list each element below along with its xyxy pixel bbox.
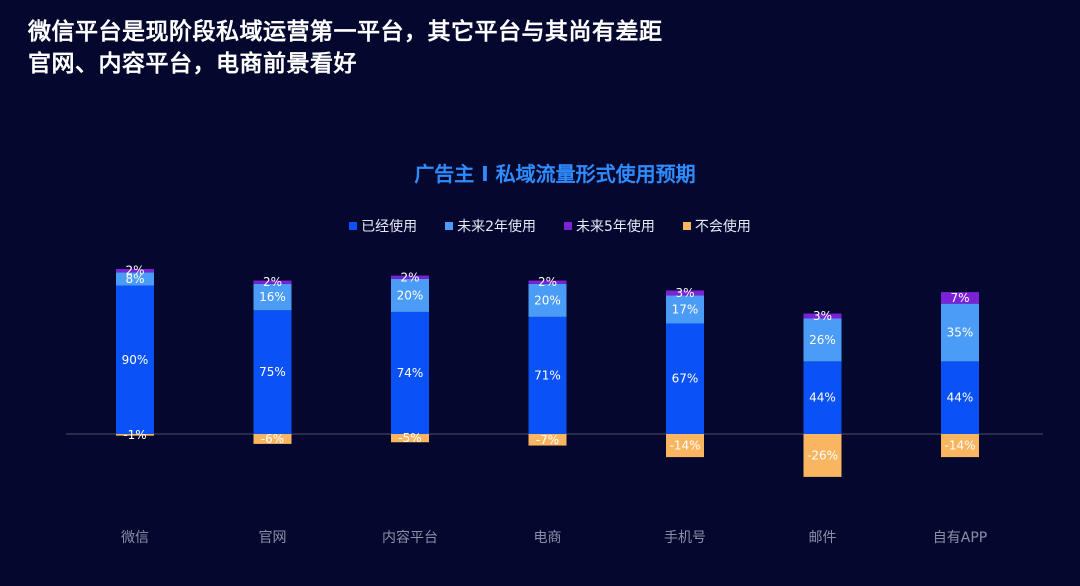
- bar-segment: [528, 434, 567, 446]
- data-label: 2%: [538, 275, 557, 289]
- legend-swatch: [445, 222, 454, 230]
- legend-item: 未来2年使用: [445, 216, 536, 236]
- data-label: 16%: [259, 290, 286, 304]
- data-label: 71%: [534, 368, 561, 382]
- data-label: 2%: [400, 270, 419, 284]
- legend-label: 未来2年使用: [457, 219, 536, 235]
- bar-segment: [116, 285, 154, 434]
- data-label: 90%: [122, 353, 149, 367]
- chart-legend: 已经使用 未来2年使用 未来5年使用 不会使用: [0, 216, 1080, 236]
- category-label: 内容平台: [382, 529, 438, 546]
- bar-segment: [666, 323, 704, 434]
- data-label: 3%: [813, 309, 832, 323]
- bar-segment: [941, 361, 979, 434]
- legend-item: 已经使用: [349, 216, 417, 236]
- category-label: 手机号: [664, 530, 706, 546]
- data-label: 3%: [675, 286, 694, 300]
- data-label: 20%: [534, 293, 561, 307]
- data-label: 2%: [125, 264, 144, 278]
- data-label: -14%: [669, 439, 700, 453]
- data-label: 20%: [397, 288, 424, 302]
- headline-line-1: 微信平台是现阶段私域运营第一平台，其它平台与其尚有差距: [28, 19, 663, 45]
- bar-segment: [528, 280, 567, 284]
- bar-segment: [253, 434, 292, 444]
- data-label: 44%: [809, 391, 836, 405]
- data-label: 74%: [397, 366, 424, 380]
- data-label: 8%: [125, 272, 144, 286]
- bar-segment: [391, 434, 429, 443]
- bar-segment: [116, 269, 154, 273]
- bar-segment: [803, 318, 842, 362]
- headline-line-2: 官网、内容平台，电商前景看好: [28, 51, 357, 77]
- bar-segment: [528, 283, 567, 317]
- bar-segment: [803, 361, 842, 434]
- data-label: 44%: [947, 391, 974, 405]
- bar-segment: [941, 303, 979, 362]
- legend-item: 未来5年使用: [564, 216, 655, 236]
- data-label: 7%: [950, 291, 969, 305]
- category-label: 邮件: [809, 530, 837, 546]
- bar-segment: [528, 316, 567, 434]
- bar-segment: [666, 434, 704, 458]
- data-label: -1%: [123, 428, 146, 442]
- bar-segment: [391, 278, 429, 312]
- bar-segment: [116, 434, 154, 436]
- data-label: 35%: [947, 326, 974, 340]
- data-label: -6%: [261, 432, 284, 446]
- data-label: -7%: [536, 433, 559, 447]
- bar-segment: [803, 434, 842, 477]
- data-label: -26%: [807, 448, 838, 462]
- bar-segment: [253, 283, 292, 311]
- category-label: 电商: [534, 530, 562, 546]
- category-label: 自有APP: [933, 530, 987, 546]
- bar-segment: [941, 434, 979, 458]
- data-label: 26%: [809, 333, 836, 347]
- category-label: 微信: [121, 530, 149, 546]
- data-label: -5%: [398, 431, 421, 445]
- legend-swatch: [349, 222, 358, 230]
- bar-segment: [253, 310, 292, 434]
- chart-title: 广告主 I 私域流量形式使用预期: [414, 162, 696, 186]
- category-label: 官网: [259, 530, 287, 546]
- data-label: -14%: [944, 439, 975, 453]
- legend-swatch: [682, 222, 691, 230]
- bar-segment: [253, 280, 292, 284]
- legend-label: 未来5年使用: [576, 219, 655, 235]
- legend-item: 不会使用: [682, 216, 751, 236]
- bar-segment: [666, 295, 704, 324]
- data-label: 67%: [672, 372, 699, 386]
- bar-segment: [803, 313, 842, 319]
- bar-segment: [941, 292, 979, 304]
- bar-segment: [391, 311, 429, 434]
- data-label: 75%: [259, 365, 286, 379]
- data-label: 2%: [263, 275, 282, 289]
- legend-label: 不会使用: [694, 219, 751, 235]
- bar-segment: [116, 272, 154, 286]
- legend-swatch: [564, 222, 572, 230]
- legend-label: 已经使用: [361, 219, 418, 235]
- bar-segment: [666, 290, 704, 296]
- headline: 微信平台是现阶段私域运营第一平台，其它平台与其尚有差距 官网、内容平台，电商前景…: [28, 16, 663, 80]
- bar-segment: [391, 275, 429, 279]
- data-label: 17%: [672, 302, 699, 316]
